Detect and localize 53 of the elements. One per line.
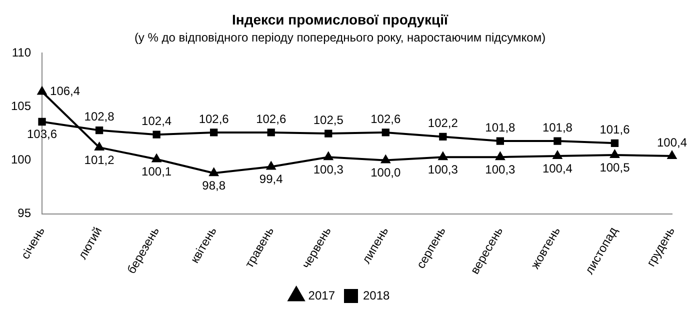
legend-label: 2018 xyxy=(363,288,390,302)
data-label: 103,6 xyxy=(27,127,58,142)
data-label: 100,1 xyxy=(142,164,172,179)
y-tick-label: 95 xyxy=(18,206,32,220)
point xyxy=(552,151,562,160)
data-label: 106,4 xyxy=(50,84,80,98)
data-label: 100,4 xyxy=(656,135,688,150)
point xyxy=(324,152,333,160)
point xyxy=(438,152,448,160)
y-tick-label: 100 xyxy=(10,152,32,167)
data-label: 102,6 xyxy=(370,112,401,126)
point xyxy=(267,128,275,136)
y-tick-label: 110 xyxy=(12,46,32,60)
data-label: 102,6 xyxy=(198,112,230,126)
point xyxy=(324,130,332,138)
data-label: 100,3 xyxy=(428,162,458,176)
data-label: 99,4 xyxy=(259,172,284,186)
point xyxy=(152,154,162,162)
point xyxy=(496,152,505,160)
point xyxy=(668,151,676,160)
point xyxy=(266,162,276,170)
chart-subtitle: (у % до відповідного періоду попереднього року, наростаючим підсумком) xyxy=(134,30,546,44)
y-tick-label: 105 xyxy=(10,99,32,114)
data-label: 102,2 xyxy=(428,116,458,130)
data-label: 101,2 xyxy=(84,152,115,167)
point xyxy=(152,130,160,138)
point xyxy=(95,126,104,134)
data-label: 100,5 xyxy=(600,160,630,174)
point xyxy=(439,132,447,141)
chart-title: Індекси промислової продукції xyxy=(232,11,450,28)
legend-label: 2017 xyxy=(308,288,336,302)
data-label: 100,3 xyxy=(313,162,344,176)
point xyxy=(209,168,218,176)
point xyxy=(610,150,620,158)
data-label: 102,8 xyxy=(84,110,115,124)
data-label: 100,4 xyxy=(542,161,573,176)
point xyxy=(38,118,46,126)
data-label: 102,6 xyxy=(256,112,286,126)
data-label: 101,6 xyxy=(600,122,630,136)
data-label: 102,5 xyxy=(313,112,344,127)
data-label: 102,4 xyxy=(142,114,172,128)
data-label: 101,8 xyxy=(485,120,516,134)
point xyxy=(94,142,104,150)
point xyxy=(496,137,504,145)
point xyxy=(610,139,619,147)
point xyxy=(382,128,390,136)
point xyxy=(554,137,562,145)
data-label: 98,8 xyxy=(202,178,226,192)
data-label: 100,3 xyxy=(485,162,516,176)
point xyxy=(381,155,390,164)
point xyxy=(210,128,218,136)
data-label: 101,8 xyxy=(542,120,573,134)
data-label: 100,0 xyxy=(370,166,401,180)
